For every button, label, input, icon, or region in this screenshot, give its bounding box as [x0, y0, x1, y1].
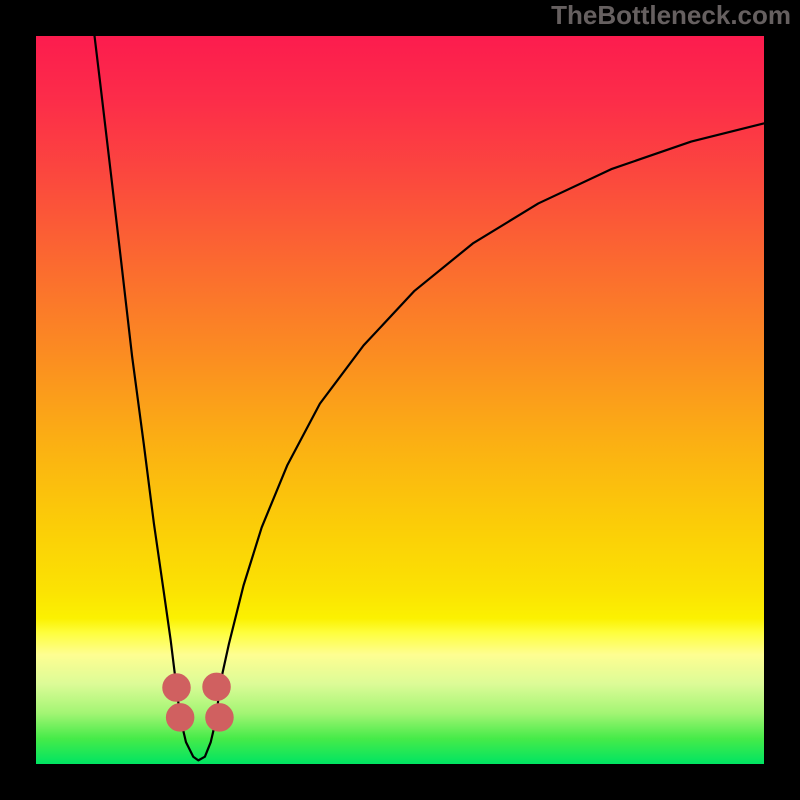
chart-curve-path	[93, 36, 764, 760]
watermark-text: TheBottleneck.com	[551, 0, 791, 31]
chart-marker	[168, 705, 192, 729]
chart-markers-group	[165, 675, 232, 730]
chart-marker	[207, 705, 231, 729]
chart-marker	[165, 676, 189, 700]
chart-marker	[205, 675, 229, 699]
chart-plot-area	[36, 36, 764, 764]
chart-curve-layer	[36, 36, 764, 764]
